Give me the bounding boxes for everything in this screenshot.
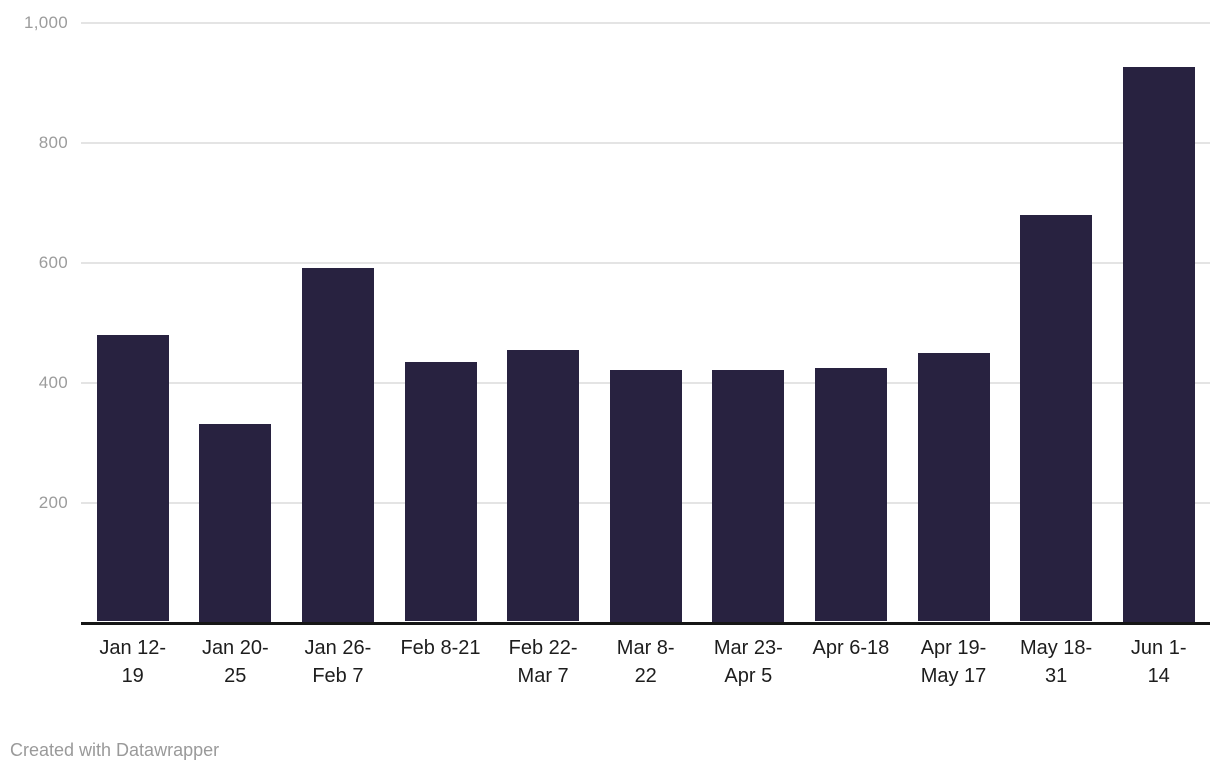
x-axis-label: Jan 26- Feb 7	[276, 634, 400, 690]
x-axis-label-line: Feb 7	[312, 665, 364, 687]
bar	[507, 350, 580, 622]
x-axis-label-line: Mar 8-	[616, 637, 675, 659]
gridline	[81, 262, 1210, 264]
x-axis-label-line: Jan 20-	[201, 637, 269, 659]
bar	[199, 423, 272, 622]
x-axis-label: May 18- 31	[994, 634, 1118, 690]
bar	[609, 369, 682, 622]
x-axis-label-line: 14	[1147, 665, 1170, 687]
x-axis-label: Mar 23- Apr 5	[686, 634, 810, 690]
x-axis-label-line: May 17	[920, 665, 987, 687]
y-axis-tick-label: 800	[38, 133, 68, 152]
x-axis-label-line: Feb 8-21	[400, 637, 481, 659]
gridline	[81, 142, 1210, 144]
x-axis-label-line: May 18-	[1019, 637, 1093, 659]
x-axis-line	[81, 621, 1210, 625]
x-axis-label-line: 31	[1044, 665, 1068, 687]
bar	[712, 369, 785, 622]
bar	[917, 353, 990, 622]
y-axis-tick-label: 1,000	[23, 13, 68, 32]
bar	[814, 367, 887, 622]
x-axis-label-line: Mar 23-	[713, 637, 783, 659]
bar	[96, 335, 169, 622]
gridline	[81, 22, 1210, 24]
y-axis-tick-label: 400	[38, 373, 68, 392]
x-axis-label: Apr 6-18	[789, 634, 913, 662]
bar	[1020, 215, 1093, 622]
footer-credit: Created with Datawrapper	[10, 740, 220, 760]
x-axis-label-line: Jan 12-	[99, 637, 167, 659]
x-axis-label-line: Jun 1-	[1130, 637, 1187, 659]
x-axis-label: Jun 1- 14	[1097, 634, 1220, 690]
x-axis-label-line: Apr 19-	[920, 637, 987, 659]
x-axis-label-line: Feb 22-	[508, 637, 578, 659]
y-axis-tick-label: 200	[38, 493, 68, 512]
x-axis-label-line: Apr 6-18	[812, 637, 890, 659]
x-axis-label-line: 25	[224, 665, 247, 687]
x-axis-label: Feb 8-21	[379, 634, 503, 662]
bar	[404, 361, 477, 622]
x-axis-label: Mar 8- 22	[584, 634, 708, 690]
x-axis-label: Feb 22- Mar 7	[481, 634, 605, 690]
bar	[1122, 66, 1195, 622]
x-axis-label: Apr 19- May 17	[892, 634, 1016, 690]
x-axis-label-line: Apr 5	[724, 665, 773, 687]
bar	[301, 267, 374, 622]
x-axis-label-line: Jan 26-	[304, 637, 372, 659]
x-axis-label: Jan 12- 19	[71, 634, 195, 690]
x-axis-label-line: Mar 7	[517, 665, 569, 687]
y-axis-tick-label: 600	[38, 253, 68, 272]
x-axis-label: Jan 20- 25	[173, 634, 297, 690]
x-axis-label-line: 22	[634, 665, 657, 687]
x-axis-label-line: 19	[121, 665, 144, 687]
